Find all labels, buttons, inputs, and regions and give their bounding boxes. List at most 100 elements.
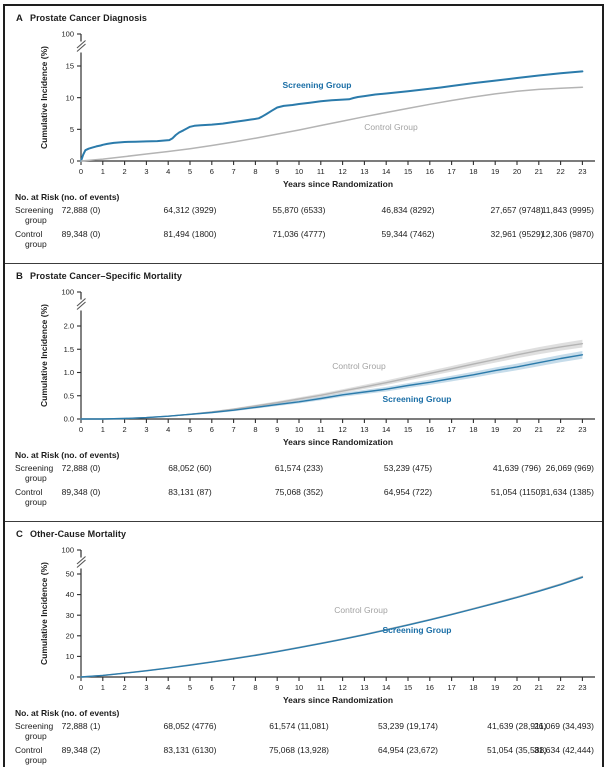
series-label-control: Control Group	[364, 122, 418, 132]
axis-break-icon	[76, 301, 86, 310]
at-risk-value: 26,069 (34,493)	[533, 721, 594, 731]
x-tick-label: 17	[447, 683, 455, 692]
x-tick-label: 5	[188, 167, 192, 176]
at-risk-value: 12,306 (9870)	[541, 229, 594, 239]
x-tick-label: 13	[360, 425, 368, 434]
x-tick-label: 7	[232, 683, 236, 692]
at-risk-row-label-line2: group	[25, 497, 47, 507]
x-tick-label: 0	[79, 425, 83, 434]
at-risk-value: 89,348 (0)	[61, 229, 101, 239]
at-risk-row-label-line2: group	[25, 215, 47, 225]
panel-letter: A	[16, 13, 23, 24]
x-tick-label: 22	[556, 683, 564, 692]
at-risk-value: 68,052 (60)	[168, 463, 212, 473]
at-risk-value: 75,068 (352)	[274, 487, 324, 497]
at-risk-value: 51,054 (1150)	[490, 487, 544, 497]
panel-letter: B	[16, 271, 23, 282]
at-risk-value: 32,961 (9529)	[490, 229, 544, 239]
x-tick-label: 18	[469, 425, 477, 434]
at-risk-value: 72,888 (0)	[61, 463, 101, 473]
x-tick-label: 12	[338, 683, 346, 692]
x-tick-label: 18	[469, 167, 477, 176]
screening-curve	[80, 354, 584, 420]
x-tick-label: 21	[535, 167, 543, 176]
x-tick-label: 23	[578, 425, 586, 434]
at-risk-value: 46,834 (8292)	[381, 205, 435, 215]
at-risk-value: 64,312 (3929)	[163, 205, 217, 215]
x-tick-label: 7	[232, 425, 236, 434]
y-tick-label: 20	[66, 631, 74, 640]
panel-c: C Other-Cause Mortality Cumulative Inciden…	[5, 521, 602, 767]
series-label-control: Control Group	[334, 605, 388, 615]
at-risk-row-label-line2: group	[25, 755, 47, 765]
at-risk-value: 64,954 (23,672)	[377, 745, 439, 755]
x-tick-label: 21	[535, 683, 543, 692]
at-risk-header: No. at Risk (no. of events)	[15, 192, 120, 202]
at-risk-value: 64,954 (722)	[383, 487, 433, 497]
at-risk-value: 53,239 (475)	[383, 463, 433, 473]
axis-break-icon	[76, 556, 86, 565]
x-tick-label: 8	[253, 167, 257, 176]
axis-break-icon	[76, 40, 86, 49]
x-tick-label: 8	[253, 683, 257, 692]
x-tick-label: 10	[295, 425, 303, 434]
y-tick-label-100: 100	[61, 288, 74, 297]
x-tick-label: 8	[253, 425, 257, 434]
at-risk-row-label: Control	[15, 487, 43, 497]
x-tick-label: 1	[101, 425, 105, 434]
x-tick-label: 3	[144, 425, 148, 434]
x-tick-label: 11	[317, 425, 325, 434]
x-tick-label: 20	[513, 167, 521, 176]
x-tick-label: 4	[166, 683, 170, 692]
y-tick-label: 0.0	[64, 415, 74, 424]
chart-c: Cumulative Incidence (%) 0 10 20 30 40 50 100 0 1…	[39, 546, 595, 705]
panel-title: B Prostate Cancer–Specific Mortality	[16, 271, 182, 282]
x-tick-label: 14	[382, 167, 390, 176]
x-tick-label: 2	[123, 167, 127, 176]
y-axis-title: Cumulative Incidence (%)	[39, 46, 49, 149]
x-tick-label: 13	[360, 683, 368, 692]
panel-title: A Prostate Cancer Diagnosis	[16, 13, 147, 24]
panel-title-text: Other-Cause Mortality	[29, 529, 127, 539]
at-risk-value: 83,131 (6130)	[163, 745, 217, 755]
at-risk-row-label: Control	[15, 745, 43, 755]
x-tick-label: 16	[426, 167, 434, 176]
x-tick-label: 15	[404, 167, 412, 176]
at-risk-value: 72,888 (1)	[61, 721, 101, 731]
x-tick-label: 11	[317, 167, 325, 176]
at-risk-value: 41,639 (796)	[492, 463, 542, 473]
x-tick-label: 17	[447, 167, 455, 176]
y-tick-label: 40	[66, 590, 74, 599]
y-axis-title: Cumulative Incidence (%)	[39, 562, 49, 665]
x-axis-title: Years since Randomization	[283, 437, 393, 447]
x-tick-label: 20	[513, 683, 521, 692]
at-risk-value: 71,036 (4777)	[272, 229, 326, 239]
y-tick-label: 0.5	[64, 391, 74, 400]
x-tick-label: 7	[232, 167, 236, 176]
x-tick-label: 23	[578, 683, 586, 692]
at-risk-value: 11,843 (9995)	[541, 205, 594, 215]
x-tick-label: 18	[469, 683, 477, 692]
series-label-screening: Screening Group	[383, 394, 452, 404]
x-tick-label: 9	[275, 167, 279, 176]
x-tick-label: 15	[404, 683, 412, 692]
y-axis-title: Cumulative Incidence (%)	[39, 304, 49, 407]
x-tick-label: 19	[491, 167, 499, 176]
y-tick-label: 10	[66, 652, 74, 661]
panel-letter: C	[16, 529, 23, 540]
y-tick-label-100: 100	[61, 30, 74, 39]
x-tick-label: 4	[166, 167, 170, 176]
at-risk-row-label-line2: group	[25, 239, 47, 249]
x-tick-label: 5	[188, 683, 192, 692]
figure-frame: A Prostate Cancer Diagnosis Cumulative Inc…	[3, 4, 604, 767]
x-tick-label: 20	[513, 425, 521, 434]
x-tick-label: 14	[382, 425, 390, 434]
x-tick-label: 14	[382, 683, 390, 692]
at-risk-row-label: Control	[15, 229, 43, 239]
at-risk-value: 53,239 (19,174)	[377, 721, 439, 731]
y-tick-label: 15	[66, 62, 74, 71]
y-tick-label-100: 100	[61, 546, 74, 555]
y-tick-label: 50	[66, 570, 74, 579]
